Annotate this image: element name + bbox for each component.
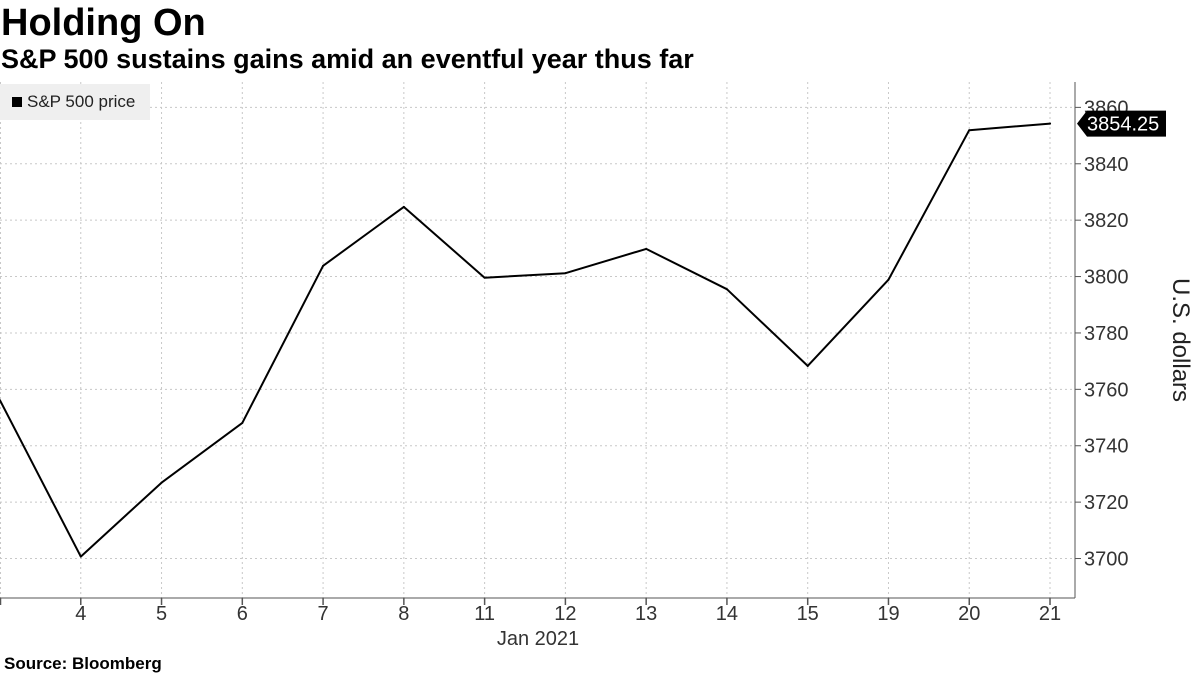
- y-tick-label: 3760: [1084, 379, 1129, 401]
- x-tick-label: 20: [958, 603, 980, 625]
- x-tick-label: 8: [398, 603, 409, 625]
- data-point: [887, 278, 890, 281]
- data-point: [160, 481, 163, 484]
- data-point: [806, 364, 809, 367]
- gridlines: [0, 82, 1075, 598]
- legend: S&P 500 price: [0, 84, 150, 120]
- x-tick-label: 14: [716, 603, 738, 625]
- x-tick-label: 19: [877, 603, 899, 625]
- y-tick-label: 3740: [1084, 436, 1129, 458]
- axes: [0, 82, 1081, 605]
- x-tick-label: 13: [635, 603, 657, 625]
- data-point: [725, 288, 728, 291]
- y-tick-label: 3780: [1084, 323, 1129, 345]
- data-point: [1049, 122, 1052, 125]
- last-value-label-box: [1077, 110, 1166, 137]
- data-point: [483, 276, 486, 279]
- data-point: [79, 555, 82, 558]
- source-note: Source: Bloomberg: [4, 654, 162, 673]
- data-point: [968, 129, 971, 132]
- data-point: [0, 399, 1, 402]
- data-point: [241, 421, 244, 424]
- series-line-sp500-price: [0, 122, 1051, 558]
- y-tick-label: 3700: [1084, 549, 1129, 571]
- x-tick-label: 4: [75, 603, 86, 625]
- legend-label: S&P 500 price: [27, 92, 136, 111]
- x-tick-label: 15: [797, 603, 819, 625]
- x-tick-label: 12: [554, 603, 576, 625]
- x-axis-title: Jan 2021: [497, 628, 579, 650]
- data-point: [322, 264, 325, 267]
- data-point: [402, 205, 405, 208]
- chart-title: Holding On: [1, 2, 206, 44]
- y-tick-label: 3840: [1084, 154, 1129, 176]
- legend-swatch-square-icon: [12, 97, 22, 107]
- x-tick-label: 21: [1039, 603, 1061, 625]
- x-tick-label: 11: [474, 603, 495, 625]
- series-layer: [0, 122, 1052, 558]
- y-axis-title: U.S. dollars: [1167, 278, 1194, 402]
- x-tick-label: 6: [237, 603, 248, 625]
- y-tick-label: 3820: [1084, 210, 1129, 232]
- x-tick-label: 7: [318, 603, 329, 625]
- y-tick-label: 3800: [1084, 267, 1129, 289]
- last-value-label: 3854.25: [1087, 114, 1159, 136]
- value-label-layer: 3854.25: [1077, 110, 1166, 137]
- chart-subtitle: S&P 500 sustains gains amid an eventful …: [1, 44, 694, 74]
- y-tick-label: 3720: [1084, 492, 1129, 514]
- data-point: [645, 247, 648, 250]
- data-point: [564, 272, 567, 275]
- x-tick-label: 5: [156, 603, 167, 625]
